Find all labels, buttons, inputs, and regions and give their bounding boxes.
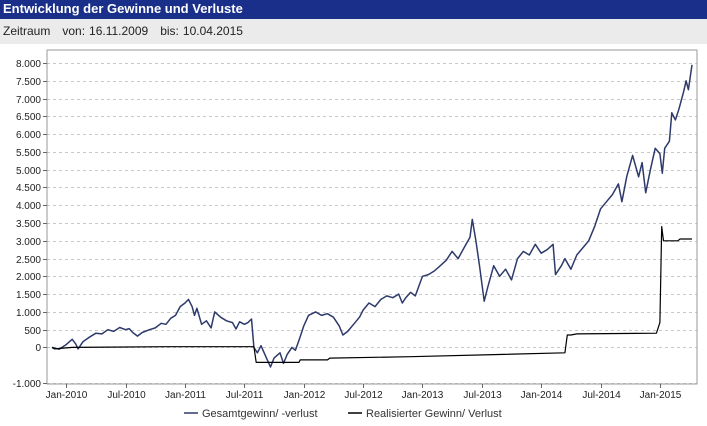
series — [51, 64, 693, 368]
x-tick-label: Jan-2014 — [521, 390, 563, 401]
x-tick-label: Jan-2010 — [46, 390, 88, 401]
grid — [47, 63, 697, 384]
y-tick-label: 500 — [24, 326, 41, 337]
y-tick-label: 6.500 — [16, 112, 41, 123]
x-tick-label: Jul-2014 — [582, 390, 621, 401]
x-tick-label: Jul-2013 — [463, 390, 502, 401]
x-tick-label: Jul-2011 — [226, 390, 264, 401]
legend-label-realized: Realisierter Gewinn/ Verlust — [366, 408, 502, 420]
y-tick-label: 1.500 — [16, 290, 41, 301]
y-tick-label: 3.500 — [16, 219, 41, 230]
legend-label-total: Gesamtgewinn/ -verlust — [202, 408, 318, 420]
period-label: Zeitraum — [3, 24, 51, 38]
profit-loss-chart: -1.000 0 500 1.000 1.500 2.000 2.500 3.000 3.500… — [13, 49, 698, 420]
period-from-value: 16.11.2009 — [89, 24, 149, 38]
y-tick-label: 2.000 — [16, 272, 41, 283]
x-tick-label: Jan-2015 — [640, 390, 682, 401]
period-to-value: 10.04.2015 — [182, 24, 243, 38]
period-from-label: von: — [62, 24, 86, 38]
y-tick-label: 5.500 — [16, 148, 41, 159]
chart-title: Entwicklung der Gewinne und Verluste — [0, 0, 707, 19]
y-tick-label: 7.000 — [16, 95, 41, 106]
y-tick-label: 4.000 — [16, 201, 41, 212]
axes: -1.000 0 500 1.000 1.500 2.000 2.500 3.000 3.500… — [13, 49, 698, 401]
y-tick-label: 7.500 — [16, 77, 41, 88]
period-to-label: bis: — [160, 24, 179, 38]
legend: Gesamtgewinn/ -verlust Realisierter Gewi… — [184, 408, 502, 420]
y-tick-label: 0 — [35, 343, 41, 354]
y-tick-label: -1.000 — [13, 379, 42, 390]
y-tick-label: 8.000 — [16, 59, 41, 70]
y-tick-label: 6.000 — [16, 130, 41, 141]
y-tick-label: 5.000 — [16, 166, 41, 177]
plot-frame — [46, 49, 698, 385]
y-tick-label: 1.000 — [16, 308, 41, 319]
y-tick-label: 3.000 — [16, 237, 41, 248]
y-tick-label: 4.500 — [16, 183, 41, 194]
y-tick-label: 2.500 — [16, 255, 41, 266]
series-line-realized — [51, 226, 692, 363]
x-tick-label: Jul-2010 — [107, 390, 146, 401]
x-tick-label: Jul-2012 — [344, 390, 383, 401]
x-tick-label: Jan-2013 — [402, 390, 444, 401]
period-bar: Zeitraum von: 16.11.2009 bis: 10.04.2015 — [0, 19, 707, 44]
x-tick-label: Jan-2011 — [165, 390, 206, 401]
series-line-total — [51, 64, 693, 368]
x-tick-label: Jan-2012 — [284, 390, 326, 401]
